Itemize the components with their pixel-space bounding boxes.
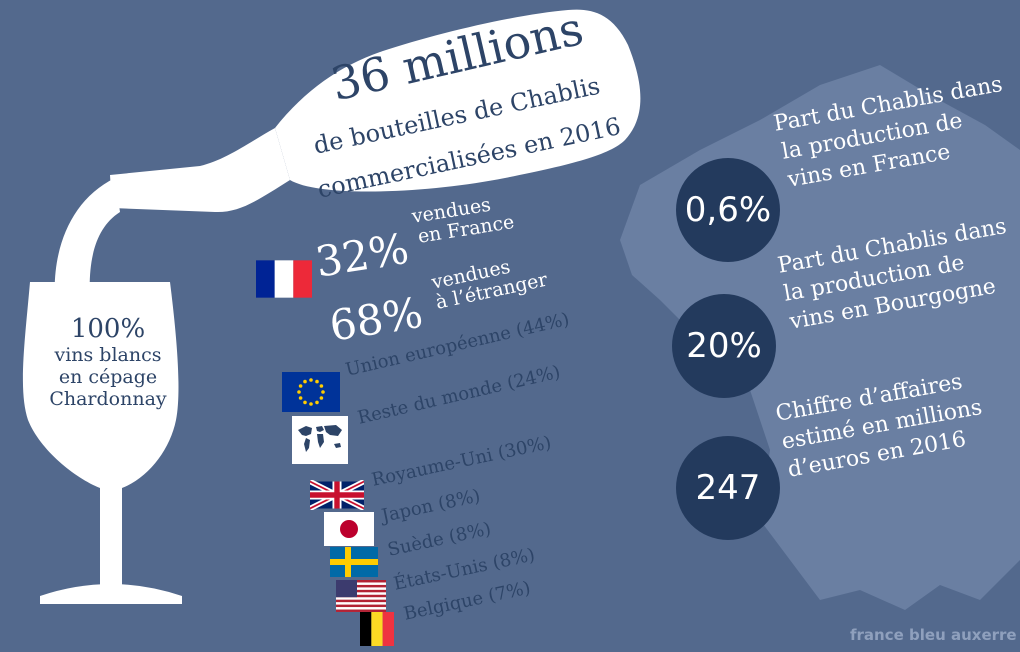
stat-circle-france-share: 0,6% [676,158,780,262]
glass-line1: vins blancs [54,344,162,366]
japan-flag [324,512,374,546]
wine-glass-bowl [22,282,179,488]
bottle-neck [110,128,290,213]
sweden-flag [330,547,378,577]
glass-line3: Chardonnay [49,388,167,410]
bottle-body [275,9,641,192]
eu-flag [282,372,340,412]
glass-percent: 100% [70,314,146,344]
wine-glass-stem [100,486,122,586]
wine-glass-foot [40,584,182,604]
stat-circle-burgundy-share: 20% [672,294,776,398]
glass-text: 100% vins blancs en cépage Chardonnay [20,314,196,410]
source-credit: france bleu auxerre [850,626,1017,644]
uk-flag [310,480,364,510]
stat-circle-revenue: 247 [676,436,780,540]
france-flag [256,260,312,298]
wine-stream [54,178,120,300]
usa-flag [336,580,386,612]
world-map-icon [292,416,348,464]
belgium-flag [360,612,394,646]
glass-line2: en cépage [58,366,158,388]
